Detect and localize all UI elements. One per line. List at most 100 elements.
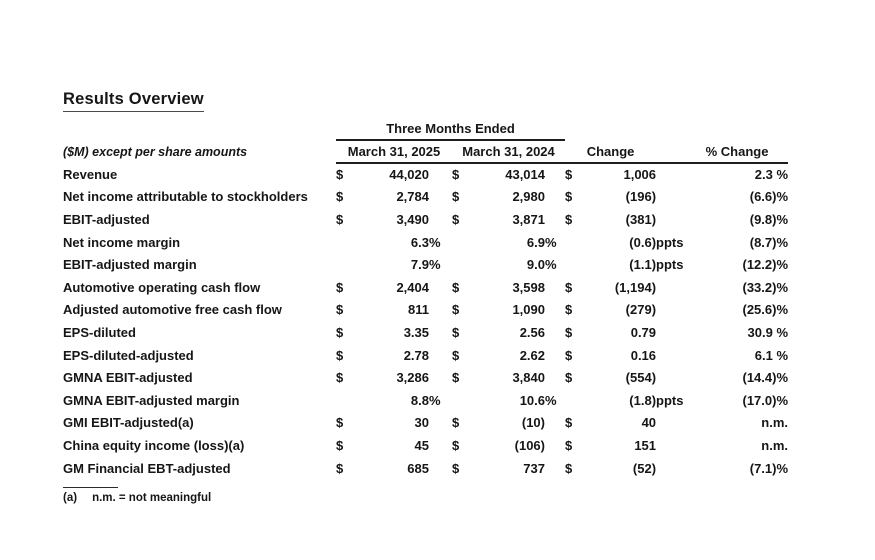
row-label: EPS-diluted <box>63 324 136 340</box>
currency-cell-change <box>565 253 585 276</box>
value-cell-2025: 44,020 <box>389 167 429 183</box>
suffix-cell-2025 <box>429 457 452 480</box>
suffix-cell-2025 <box>429 412 452 435</box>
suffix-cell-change: ppts <box>656 392 684 408</box>
row-label: Net income attributable to stockholders <box>63 189 308 205</box>
value-cell-change: (1.1) <box>629 257 657 273</box>
currency-cell-2025 <box>336 389 356 412</box>
value-cell-2024: 3,840 <box>512 370 545 386</box>
currency-cell-2024: $ <box>452 415 460 431</box>
value-cell-2025: 3,286 <box>396 370 429 386</box>
pct-change-cell: n.m. <box>761 437 789 453</box>
suffix-cell-2025 <box>429 344 452 367</box>
value-cell-2024: (10) <box>521 415 545 431</box>
row-label: EPS-diluted-adjusted <box>63 347 194 363</box>
suffix-cell-2024 <box>545 276 565 299</box>
suffix-cell-2025 <box>429 163 452 186</box>
suffix-cell-2025 <box>429 208 452 231</box>
value-cell-2024: 43,014 <box>505 167 545 183</box>
suffix-cell-2025 <box>429 434 452 457</box>
column-header-change: Change <box>565 140 657 164</box>
currency-cell-change: $ <box>565 415 573 431</box>
column-header-row: ($M) except per share amounts March 31, … <box>63 140 789 164</box>
currency-cell-change <box>565 389 585 412</box>
row-label: Automotive operating cash flow <box>63 279 261 295</box>
column-header-change-suffix-spacer <box>656 140 687 164</box>
currency-cell-change: $ <box>565 460 573 476</box>
suffix-cell-change <box>656 299 686 322</box>
currency-cell-2024: $ <box>452 347 460 363</box>
value-cell-change: 0.79 <box>630 324 657 340</box>
value-cell-2025: 8.8 <box>410 392 429 408</box>
suffix-cell-change <box>656 412 686 435</box>
value-cell-change: (381) <box>625 211 657 227</box>
suffix-cell-2025 <box>429 321 452 344</box>
currency-cell-2025: $ <box>336 324 344 340</box>
suffix-cell-change <box>656 321 686 344</box>
pct-change-cell: (6.6)% <box>749 189 789 205</box>
pct-change-cell: 6.1 % <box>754 347 789 363</box>
pct-change-cell: (14.4)% <box>742 370 789 386</box>
pct-change-cell: (9.8)% <box>749 211 789 227</box>
suffix-cell-2024 <box>545 344 565 367</box>
currency-cell-2025: $ <box>336 167 344 183</box>
suffix-cell-2024: % <box>545 257 557 273</box>
currency-cell-2024: $ <box>452 460 460 476</box>
suffix-cell-2024 <box>545 366 565 389</box>
suffix-cell-2025: % <box>429 392 441 408</box>
pct-change-cell: n.m. <box>761 415 789 431</box>
value-cell-change: (1,194) <box>614 279 657 295</box>
pct-change-cell: (7.1)% <box>749 460 789 476</box>
row-label: EBIT-adjusted <box>63 211 150 227</box>
value-cell-2024: (106) <box>514 437 545 453</box>
suffix-cell-change <box>656 208 686 231</box>
suffix-cell-2024 <box>545 208 565 231</box>
currency-cell-change: $ <box>565 279 573 295</box>
column-header-march-31-2024: March 31, 2024 <box>452 140 566 164</box>
footnote-marker: (a) <box>63 492 78 504</box>
pct-change-cell: (25.6)% <box>742 302 789 318</box>
pct-change-cell: (17.0)% <box>742 392 789 408</box>
currency-cell-2025: $ <box>336 460 344 476</box>
value-cell-2025: 2.78 <box>403 347 429 363</box>
table-row: EBIT-adjusted margin 7.9 % 9.0 % (1.1) p… <box>63 253 788 276</box>
currency-cell-change <box>565 231 585 254</box>
suffix-cell-2024 <box>545 457 565 480</box>
currency-cell-2025 <box>336 253 356 276</box>
value-cell-2024: 3,598 <box>512 279 545 295</box>
value-cell-change: 1,006 <box>623 167 657 183</box>
suffix-cell-2025: % <box>429 257 441 273</box>
value-cell-2025: 3,490 <box>396 211 429 227</box>
group-header-spacer <box>63 117 336 140</box>
table-row: EPS-diluted $ 3.35 $ 2.56 $ 0.79 30.9 % <box>63 321 788 344</box>
value-cell-change: (196) <box>625 189 657 205</box>
currency-cell-2024: $ <box>452 324 460 340</box>
table-row: GMI EBIT-adjusted(a) $ 30 $ (10) $ 40 n.… <box>63 412 788 435</box>
suffix-cell-2024 <box>545 186 565 209</box>
row-label: EBIT-adjusted margin <box>63 257 197 273</box>
currency-cell-2024: $ <box>452 211 460 227</box>
table-body: Revenue $ 44,020 $ 43,014 $ 1,006 2.3 % … <box>63 163 788 479</box>
suffix-cell-2024 <box>545 163 565 186</box>
currency-cell-2025: $ <box>336 279 344 295</box>
currency-cell-change: $ <box>565 302 573 318</box>
row-label: Adjusted automotive free cash flow <box>63 302 282 318</box>
suffix-cell-change <box>656 276 686 299</box>
value-cell-2025: 7.9 <box>410 257 429 273</box>
currency-cell-2024: $ <box>452 437 460 453</box>
value-cell-2024: 2,980 <box>512 189 545 205</box>
value-cell-2024: 10.6 <box>519 392 545 408</box>
currency-cell-change: $ <box>565 211 573 227</box>
footnote-rule <box>63 487 118 488</box>
table-row: GMNA EBIT-adjusted margin 8.8 % 10.6 % (… <box>63 389 788 412</box>
currency-cell-2024: $ <box>452 167 460 183</box>
column-header-march-31-2025: March 31, 2025 <box>336 140 452 164</box>
currency-cell-2024: $ <box>452 370 460 386</box>
row-label: Net income margin <box>63 234 181 250</box>
value-cell-2025: 2,784 <box>396 189 429 205</box>
footnote: (a) n.m. = not meaningful <box>63 487 211 504</box>
currency-cell-change: $ <box>565 347 573 363</box>
value-cell-change: (279) <box>625 302 657 318</box>
table-row: GMNA EBIT-adjusted $ 3,286 $ 3,840 $ (55… <box>63 366 788 389</box>
